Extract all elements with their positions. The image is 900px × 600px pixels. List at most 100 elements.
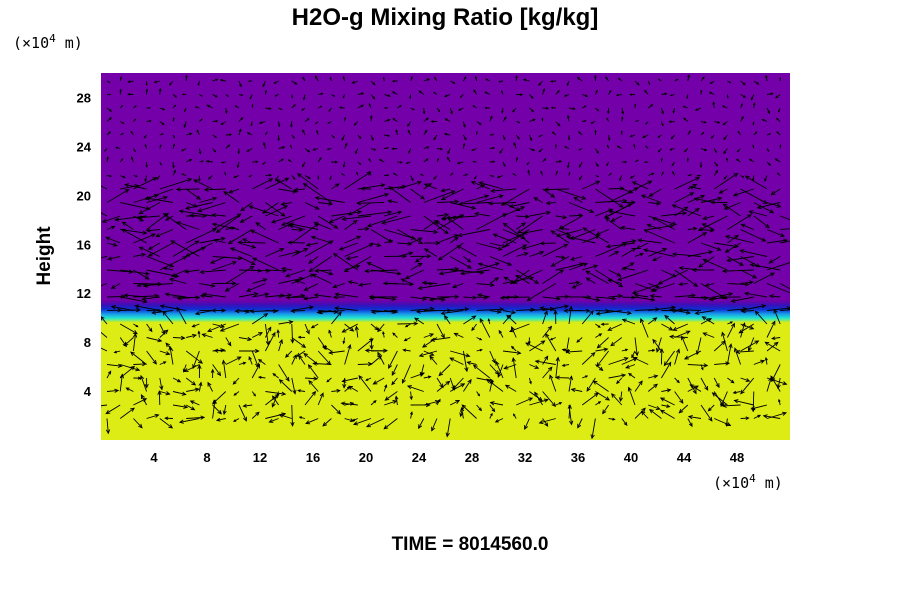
vector-arrow [529,107,535,113]
vector-arrow [740,229,767,242]
vector-arrow [121,221,134,230]
vector-arrow [534,391,543,406]
vector-arrow [460,269,490,276]
vector-arrow [740,103,743,109]
vector-arrow [384,239,394,244]
vector-arrow [275,179,293,190]
vector-arrow [541,117,544,122]
vector-arrow [477,293,490,298]
vector-arrow [436,294,460,299]
vector-arrow [357,92,365,95]
vector-arrow [404,323,411,328]
vector-arrow [610,337,623,347]
vector-arrow [331,404,342,415]
vector-arrow [485,78,491,82]
vector-arrow [302,94,306,101]
vector-arrow [529,210,551,217]
vector-arrow [578,175,583,181]
vector-arrow [726,322,735,338]
vector-arrow [312,148,319,151]
vector-arrow [489,401,504,406]
vector-arrow [344,343,352,365]
vector-arrow [225,265,255,284]
vector-arrow [595,310,622,316]
vector-arrow [595,323,601,328]
vector-arrow [714,361,731,366]
vector-arrow [647,104,654,109]
vector-arrow [291,175,296,180]
vector-arrow [687,226,698,231]
vector-arrow [494,418,504,423]
vector-arrow [278,107,283,111]
vector-arrow [423,78,431,82]
vector-arrow [472,160,477,163]
vector-arrow [236,161,240,169]
vector-arrow [119,132,124,136]
vector-arrow [512,173,517,176]
y-tick-label: 24 [77,139,92,154]
vector-arrow [625,364,636,369]
vector-arrow [298,416,306,419]
vector-arrow [291,354,297,365]
vector-arrow [381,215,411,225]
vector-arrow [618,391,623,403]
vector-arrow [508,202,530,209]
vector-arrow [344,235,362,244]
vector-arrow [172,94,178,98]
vector-arrow [159,329,169,338]
vector-arrow [542,88,546,95]
vector-arrow [172,377,182,383]
vector-arrow [559,226,570,231]
vector-arrow [529,94,534,99]
vector-arrow [629,175,636,179]
vector-arrow [352,418,358,422]
vector-arrow [501,107,504,114]
vector-arrow [674,177,701,190]
vector-arrow [353,121,359,126]
vector-arrow [595,161,599,168]
vector-arrow [765,74,768,82]
vector-arrow [433,134,438,141]
vector-arrow [225,337,232,347]
vector-arrow [207,381,213,392]
vector-arrow [291,80,298,85]
vector-arrow [357,226,370,232]
vector-arrow [476,337,483,341]
vector-arrow [368,103,372,109]
vector-arrow [753,131,758,136]
vector-arrow [443,94,451,98]
vector-arrow [564,146,570,149]
vector-arrow [740,340,760,352]
vector-arrow [101,316,108,325]
vector-arrow [449,172,454,176]
vector-arrow [120,229,148,235]
vector-arrow [529,118,536,122]
vector-arrow [595,269,624,288]
vector-arrow [185,74,188,82]
vector-arrow [145,80,148,87]
vector-arrow [262,161,266,165]
vector-arrow [632,357,649,365]
vector-arrow [766,161,772,166]
vector-arrow [233,391,240,396]
vector-arrow [489,160,496,163]
vector-arrow [539,241,556,246]
vector-arrow [594,89,598,95]
y-tick-label: 8 [84,335,91,350]
vector-arrow [440,188,464,200]
vector-arrow [595,229,609,236]
vector-arrow [610,215,623,222]
vector-arrow [723,134,728,141]
vector-arrow [502,232,527,244]
vector-arrow [659,348,664,365]
vector-arrow [566,114,570,122]
vector-arrow [719,295,741,300]
vector-arrow [158,87,162,95]
vector-arrow [366,418,385,428]
vector-arrow [687,130,691,136]
vector-arrow [516,214,530,219]
vector-arrow [342,94,346,99]
vector-arrow [172,117,175,122]
vector-arrow [463,378,472,392]
vector-arrow [105,236,121,244]
